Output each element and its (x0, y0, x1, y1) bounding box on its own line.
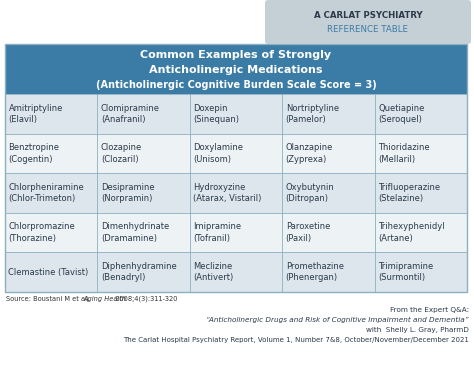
Text: Dimenhydrinate
(Dramamine): Dimenhydrinate (Dramamine) (101, 223, 169, 243)
Text: A CARLAT PSYCHIATRY: A CARLAT PSYCHIATRY (314, 11, 422, 20)
Text: Doxepin
(Sinequan): Doxepin (Sinequan) (193, 104, 239, 124)
Text: Imipramine
(Tofranil): Imipramine (Tofranil) (193, 223, 241, 243)
Text: Clozapine
(Clozaril): Clozapine (Clozaril) (101, 143, 142, 163)
Text: Amitriptyline
(Elavil): Amitriptyline (Elavil) (9, 104, 63, 124)
Text: Diphenhydramine
(Benadryl): Diphenhydramine (Benadryl) (101, 262, 177, 282)
Text: Source: Boustani M et al,: Source: Boustani M et al, (6, 296, 91, 302)
Text: (Anticholinergic Cognitive Burden Scale Score = 3): (Anticholinergic Cognitive Burden Scale … (96, 80, 376, 90)
Text: Doxylamine
(Unisom): Doxylamine (Unisom) (193, 143, 243, 163)
Text: Paroxetine
(Paxil): Paroxetine (Paxil) (286, 223, 330, 243)
Text: Trimipramine
(Surmontil): Trimipramine (Surmontil) (378, 262, 433, 282)
Text: Olanzapine
(Zyprexa): Olanzapine (Zyprexa) (286, 143, 333, 163)
Bar (5, 134, 467, 173)
Text: Aging Health: Aging Health (83, 296, 126, 302)
Text: Anticholinergic Medications: Anticholinergic Medications (149, 65, 323, 75)
Text: Trifluoperazine
(Stelazine): Trifluoperazine (Stelazine) (378, 183, 440, 203)
Text: Chlorpromazine
(Thorazine): Chlorpromazine (Thorazine) (9, 223, 75, 243)
Bar (5, 44, 467, 94)
Bar (5, 173, 467, 213)
Text: Clemastine (Tavist): Clemastine (Tavist) (9, 268, 89, 277)
FancyBboxPatch shape (265, 0, 471, 44)
Text: with  Shelly L. Gray, PharmD: with Shelly L. Gray, PharmD (366, 327, 469, 333)
Text: Meclizine
(Antivert): Meclizine (Antivert) (193, 262, 234, 282)
Text: Desipramine
(Norpramin): Desipramine (Norpramin) (101, 183, 155, 203)
Text: From the Expert Q&A:: From the Expert Q&A: (390, 307, 469, 313)
Text: Thioridazine
(Mellaril): Thioridazine (Mellaril) (378, 143, 430, 163)
Text: Hydroxyzine
(Atarax, Vistaril): Hydroxyzine (Atarax, Vistaril) (193, 183, 262, 203)
Text: Common Examples of Strongly: Common Examples of Strongly (140, 50, 331, 60)
Bar (5, 252, 467, 292)
Bar (5, 94, 467, 134)
Text: Quetiapine
(Seroquel): Quetiapine (Seroquel) (378, 104, 425, 124)
Text: The Carlat Hospital Psychiatry Report, Volume 1, Number 7&8, October/November/De: The Carlat Hospital Psychiatry Report, V… (123, 337, 469, 343)
Text: Nortriptyline
(Pamelor): Nortriptyline (Pamelor) (286, 104, 339, 124)
Bar (5, 44, 467, 292)
Text: 2008;4(3):311-320: 2008;4(3):311-320 (113, 296, 177, 302)
Text: Trihexyphenidyl
(Artane): Trihexyphenidyl (Artane) (378, 223, 445, 243)
Text: Chlorpheniramine
(Chlor-Trimeton): Chlorpheniramine (Chlor-Trimeton) (9, 183, 84, 203)
Text: “Anticholinergic Drugs and Risk of Cognitive Impairment and Dementia”: “Anticholinergic Drugs and Risk of Cogni… (207, 317, 469, 323)
Text: REFERENCE TABLE: REFERENCE TABLE (328, 25, 409, 34)
Text: Oxybutynin
(Ditropan): Oxybutynin (Ditropan) (286, 183, 335, 203)
Text: Benztropine
(Cogentin): Benztropine (Cogentin) (9, 143, 60, 163)
Text: Promethazine
(Phenergan): Promethazine (Phenergan) (286, 262, 344, 282)
Bar (5, 213, 467, 252)
Text: Clomipramine
(Anafranil): Clomipramine (Anafranil) (101, 104, 160, 124)
